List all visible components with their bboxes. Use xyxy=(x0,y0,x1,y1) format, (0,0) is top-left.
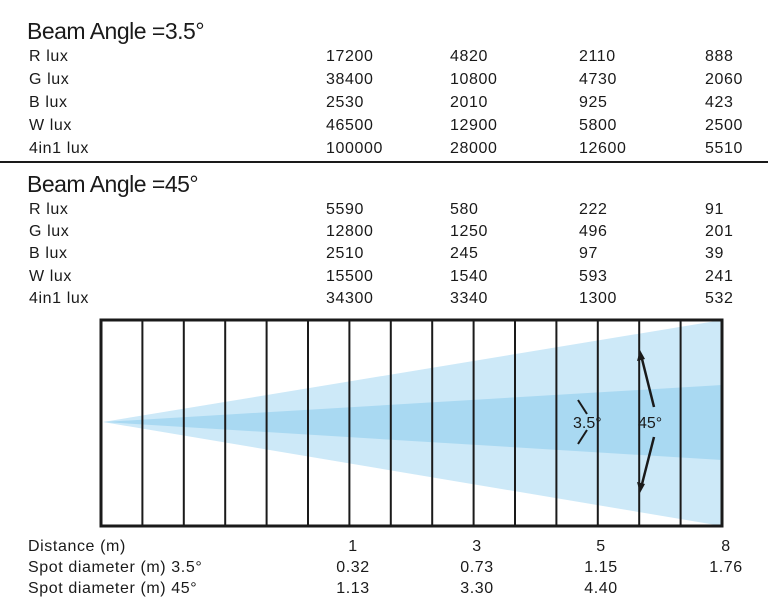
table-row: G lux 38400 10800 4730 2060 xyxy=(0,71,768,93)
cell: 925 xyxy=(579,94,608,111)
table-row: W lux 46500 12900 5800 2500 xyxy=(0,117,768,139)
row-label: Spot diameter (m) 3.5° xyxy=(28,559,203,576)
cell: 38400 xyxy=(326,71,374,88)
row-label: 4in1 lux xyxy=(29,140,89,157)
cell: 17200 xyxy=(326,48,374,65)
cell: 496 xyxy=(579,223,608,240)
table-row: B lux 2530 2010 925 423 xyxy=(0,94,768,116)
cell: 888 xyxy=(705,48,734,65)
row-label: B lux xyxy=(29,245,68,262)
cell: 28000 xyxy=(450,140,498,157)
cell: 39 xyxy=(705,245,724,262)
cell: 2010 xyxy=(450,94,488,111)
cell: 15500 xyxy=(326,268,374,285)
row-label: G lux xyxy=(29,223,70,240)
wide-angle-arrowhead-up xyxy=(637,350,645,361)
cell: 4730 xyxy=(579,71,617,88)
cell: 4.40 xyxy=(584,580,618,597)
narrow-angle-arrow-down xyxy=(577,429,588,445)
cell: 0.32 xyxy=(336,559,370,576)
cell: 2510 xyxy=(326,245,364,262)
cell: 10800 xyxy=(450,71,498,88)
cell: 423 xyxy=(705,94,734,111)
cell: 46500 xyxy=(326,117,374,134)
cell: 2530 xyxy=(326,94,364,111)
cell: 222 xyxy=(579,201,608,218)
diagram-frame xyxy=(99,318,724,528)
row-label: R lux xyxy=(29,48,69,65)
cell: 241 xyxy=(705,268,734,285)
cell: 3.30 xyxy=(460,580,494,597)
table-row: G lux 12800 1250 496 201 xyxy=(0,223,768,245)
wide-angle-label: 45° xyxy=(638,415,662,432)
section-title-beam-45: Beam Angle =45° xyxy=(27,171,199,197)
cell: 2500 xyxy=(705,117,743,134)
cell: 201 xyxy=(705,223,734,240)
cell: 1.13 xyxy=(336,580,370,597)
row-label: Spot diameter (m) 45° xyxy=(28,580,198,597)
cell: 532 xyxy=(705,290,734,307)
cell: 34300 xyxy=(326,290,374,307)
cell: 8 xyxy=(721,538,731,555)
narrow-angle-label: 3.5° xyxy=(573,415,602,432)
wide-angle-arrowhead-down xyxy=(637,482,645,493)
table-row: R lux 17200 4820 2110 888 xyxy=(0,48,768,70)
cell: 5800 xyxy=(579,117,617,134)
section-title-beam-3-5: Beam Angle =3.5° xyxy=(27,18,205,44)
table-row: R lux 5590 580 222 91 xyxy=(0,201,768,223)
wide-angle-arrow-up xyxy=(639,354,656,408)
row-label: 4in1 lux xyxy=(29,290,89,307)
cell: 1.76 xyxy=(709,559,743,576)
cell: 1250 xyxy=(450,223,488,240)
spot-diameter-narrow-row: Spot diameter (m) 3.5° 0.32 0.73 1.15 1.… xyxy=(0,559,768,581)
cell: 12600 xyxy=(579,140,627,157)
table-row: B lux 2510 245 97 39 xyxy=(0,245,768,267)
cell: 593 xyxy=(579,268,608,285)
cell: 97 xyxy=(579,245,598,262)
cell: 5590 xyxy=(326,201,364,218)
row-label: R lux xyxy=(29,201,69,218)
cell: 3340 xyxy=(450,290,488,307)
cell: 5510 xyxy=(705,140,743,157)
angle-arrows xyxy=(577,350,656,493)
cell: 3 xyxy=(472,538,482,555)
cell: 2110 xyxy=(579,48,616,65)
cell: 4820 xyxy=(450,48,488,65)
cell: 0.73 xyxy=(460,559,494,576)
section-divider xyxy=(0,161,768,163)
beam-cones xyxy=(103,320,722,526)
row-label: Distance (m) xyxy=(28,538,126,555)
table-row: 4in1 lux 100000 28000 12600 5510 xyxy=(0,140,768,162)
table-row: 4in1 lux 34300 3340 1300 532 xyxy=(0,290,768,312)
cell: 1.15 xyxy=(584,559,618,576)
cell: 12900 xyxy=(450,117,498,134)
wide-angle-arrow-down xyxy=(639,436,656,489)
cell: 1 xyxy=(348,538,358,555)
cell: 12800 xyxy=(326,223,374,240)
row-label: W lux xyxy=(29,117,72,134)
cell: 91 xyxy=(705,201,724,218)
narrow-beam-cone xyxy=(103,385,722,460)
spot-diameter-wide-row: Spot diameter (m) 45° 1.13 3.30 4.40 xyxy=(0,580,768,602)
row-label: B lux xyxy=(29,94,68,111)
cell: 580 xyxy=(450,201,479,218)
cell: 2060 xyxy=(705,71,743,88)
cell: 1300 xyxy=(579,290,617,307)
cell: 5 xyxy=(596,538,606,555)
row-label: G lux xyxy=(29,71,70,88)
narrow-angle-arrow-up xyxy=(577,399,588,415)
row-label: W lux xyxy=(29,268,72,285)
cell: 245 xyxy=(450,245,479,262)
cell: 100000 xyxy=(326,140,383,157)
table-row: W lux 15500 1540 593 241 xyxy=(0,268,768,290)
distance-row: Distance (m) 1 3 5 8 xyxy=(0,538,768,560)
distance-grid xyxy=(141,320,682,526)
cell: 1540 xyxy=(450,268,488,285)
